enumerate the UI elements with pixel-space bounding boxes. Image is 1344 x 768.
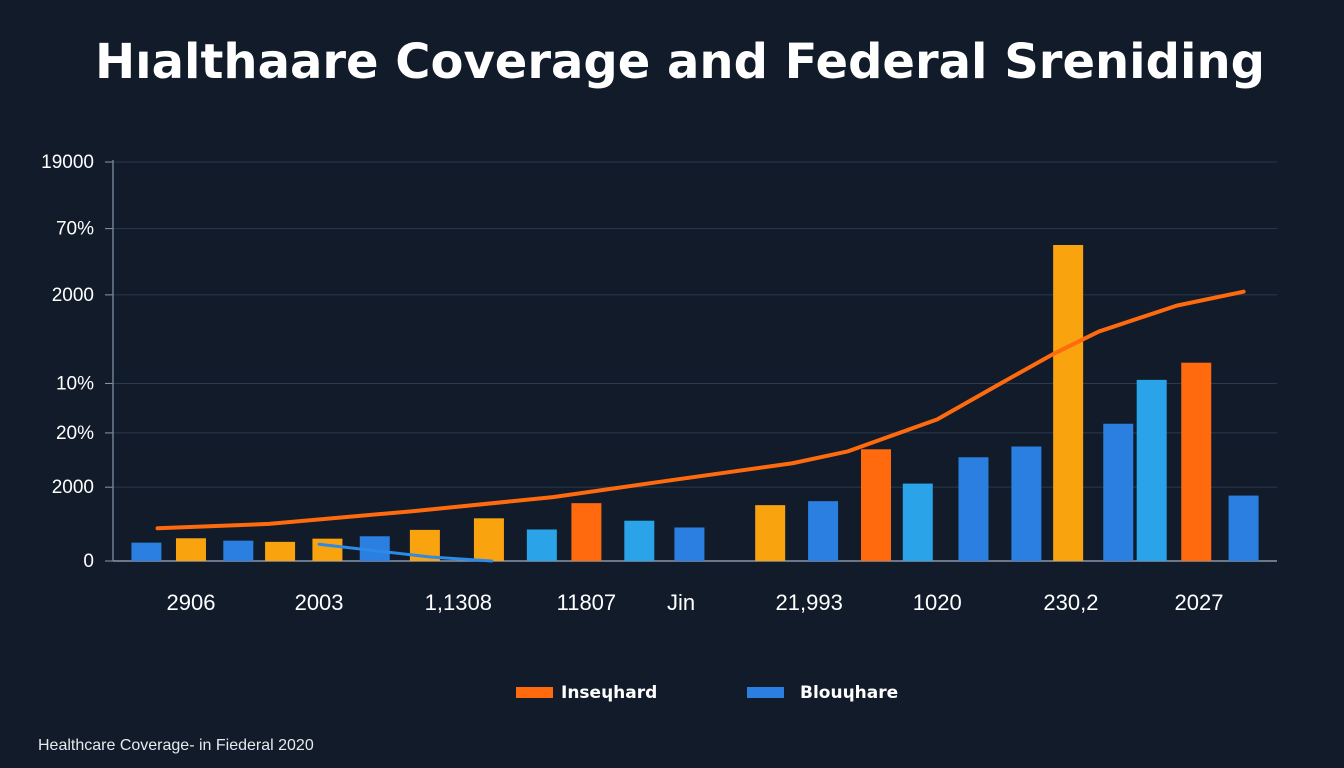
- x-tick-label: Jin: [667, 590, 695, 615]
- x-tick-label: 230,2: [1043, 590, 1098, 615]
- bar: [312, 538, 343, 561]
- bar: [571, 503, 602, 561]
- bar: [808, 501, 839, 561]
- bar: [1053, 244, 1084, 561]
- bar: [755, 505, 786, 561]
- y-tick-label: 70%: [56, 219, 94, 240]
- y-tick-label: 2000: [52, 285, 94, 306]
- x-tick-label: 1,1308: [425, 590, 492, 615]
- chart-title: Hıalthaare Coverage and Federal Srenidin…: [95, 34, 1265, 90]
- y-tick-label: 10%: [56, 373, 94, 394]
- bar: [1103, 423, 1134, 561]
- bar: [1228, 495, 1259, 561]
- bar: [1181, 362, 1212, 561]
- bar: [526, 529, 557, 561]
- series-line-1: [317, 542, 494, 563]
- bar: [1136, 379, 1167, 561]
- legend-swatch-inseɥhard: [516, 687, 553, 698]
- x-tick-label: 2003: [295, 590, 344, 615]
- bars: [131, 244, 1259, 561]
- legend-swatch-blouɥhare: [747, 687, 784, 698]
- bar: [624, 520, 655, 561]
- y-axis-ticks: 0 2000 20% 10% 2000 70% 19000: [41, 152, 113, 572]
- y-tick-label: 0: [83, 551, 94, 572]
- y-tick-label: 19000: [41, 152, 94, 173]
- x-tick-label: 11807: [557, 590, 617, 615]
- x-tick-label: 21,993: [776, 590, 843, 615]
- x-tick-label: 1020: [913, 590, 962, 615]
- chart-caption: Healthcare Coverage- in Fiederal 2020: [38, 737, 314, 754]
- x-axis-ticks: 2906 2003 1,1308 11807 Jin 21,993 1020 230,2 202…: [166, 590, 1223, 615]
- bar: [674, 527, 705, 561]
- legend-label-inseɥhard: Inseɥhard: [561, 683, 657, 703]
- bar: [958, 457, 989, 561]
- y-tick-label: 2000: [52, 477, 94, 498]
- bar: [861, 449, 892, 561]
- bar: [175, 538, 206, 561]
- x-tick-label: 2027: [1175, 590, 1224, 615]
- bar: [473, 518, 504, 561]
- x-tick-label: 2906: [166, 590, 215, 615]
- bar: [902, 483, 933, 561]
- gridlines: [113, 161, 1277, 488]
- series-line-0: [155, 289, 1246, 531]
- series-lines: [155, 289, 1246, 563]
- bar: [265, 541, 296, 561]
- legend-label-blouɥhare: Blouɥhare: [800, 683, 898, 703]
- bar: [223, 540, 254, 561]
- y-tick-label: 20%: [56, 423, 94, 444]
- bar: [131, 542, 162, 561]
- legend: Inseɥhard Blouɥhare: [516, 683, 898, 703]
- bar: [1011, 446, 1042, 561]
